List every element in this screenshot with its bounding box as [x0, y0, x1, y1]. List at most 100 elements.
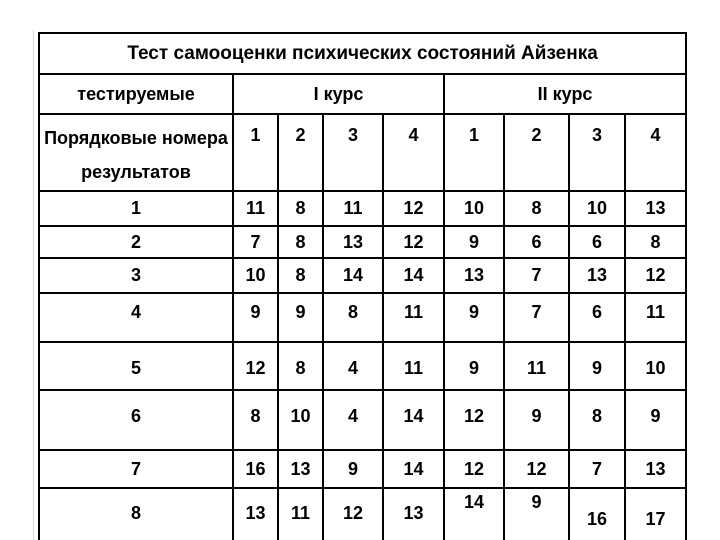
table-cell: 8	[277, 257, 324, 294]
table-cell: 7	[232, 225, 279, 259]
table-cell: 10	[568, 190, 626, 227]
table-cell: 8	[322, 292, 384, 343]
table-cell: 9	[443, 225, 505, 259]
table-cell: 13	[568, 257, 626, 294]
row-label: 2	[38, 225, 234, 259]
table-cell: 12	[623, 257, 688, 294]
title-row: Тест самооценки психических состояний Ай…	[37, 32, 688, 75]
eysenck-results-table: Тест самооценки психических состояний Ай…	[37, 32, 688, 540]
course2-col-4: 4	[623, 113, 688, 192]
table-cell: 13	[443, 257, 505, 294]
table-cell: 6	[503, 225, 570, 259]
table-cell: 11	[623, 292, 688, 343]
subheader-label-line1: Порядковые номера	[44, 128, 228, 148]
table-cell: 12	[322, 487, 384, 540]
table-cell: 11	[232, 190, 279, 227]
table-cell: 10	[232, 257, 279, 294]
table-cell: 13	[623, 190, 688, 227]
table-cell: 7	[503, 292, 570, 343]
table-cell: 10	[623, 341, 688, 391]
table-cell: 11	[277, 487, 324, 540]
table-row: 2 7 8 13 12 9 6 6 8	[38, 225, 688, 259]
table-cell: 8	[277, 341, 324, 391]
table-cell: 14	[382, 389, 445, 451]
table-cell: 9	[443, 292, 505, 343]
table-row: 7 16 13 9 14 12 12 7 13	[38, 449, 688, 489]
row-label: 7	[38, 449, 234, 489]
row-label: 3	[38, 257, 234, 294]
table-cell: 14	[382, 257, 445, 294]
table-cell: 13	[322, 225, 384, 259]
row-label: 5	[38, 341, 234, 391]
course1-col-3: 3	[322, 113, 384, 192]
table-cell: 6	[568, 225, 626, 259]
table-cell: 13	[277, 449, 324, 489]
table-cell: 12	[443, 449, 505, 489]
table-cell: 13	[623, 449, 688, 489]
table-body: 1 11 8 11 12 10 8 10 13 2 7 8 13 12 9 6 6 8 3 10 8 14 14 13 7 13 1…	[38, 190, 688, 540]
table-cell: 4	[322, 389, 384, 451]
table-cell: 9	[503, 389, 570, 451]
course1-col-1: 1	[232, 113, 279, 192]
table-cell: 8	[277, 190, 324, 227]
table-cell: 8	[232, 389, 279, 451]
course2-col-3: 3	[568, 113, 626, 192]
course1-col-2: 2	[277, 113, 324, 192]
table-cell: 6	[568, 292, 626, 343]
row-label: 6	[38, 389, 234, 451]
table-cell: 11	[503, 341, 570, 391]
table-cell: 9	[232, 292, 279, 343]
table-cell: 8	[503, 190, 570, 227]
table-cell: 8	[277, 225, 324, 259]
table-cell: 10	[443, 190, 505, 227]
table-cell: 9	[623, 389, 688, 451]
table-cell: 8	[623, 225, 688, 259]
subheader-row: Порядковые номера результатов 1 2 3 4 1 …	[38, 113, 688, 192]
table-cell: 12	[443, 389, 505, 451]
table-cell: 9	[568, 341, 626, 391]
table-cell: 17	[623, 487, 688, 540]
course2-col-2: 2	[503, 113, 570, 192]
table-cell: 7	[568, 449, 626, 489]
table-title: Тест самооценки психических состояний Ай…	[37, 32, 688, 75]
table-cell: 12	[382, 225, 445, 259]
table-cell: 8	[568, 389, 626, 451]
table-cell: 12	[503, 449, 570, 489]
table-row: 6 8 10 4 14 12 9 8 9	[38, 389, 688, 451]
course2-col-1: 1	[443, 113, 505, 192]
header-course1: I курс	[232, 73, 445, 115]
table-cell: 9	[443, 341, 505, 391]
table-cell: 10	[277, 389, 324, 451]
table-cell: 4	[322, 341, 384, 391]
row-label: 4	[38, 292, 234, 343]
row-label: 1	[38, 190, 234, 227]
table-row: 3 10 8 14 14 13 7 13 12	[38, 257, 688, 294]
table-cell: 12	[382, 190, 445, 227]
table-row: 5 12 8 4 11 9 11 9 10	[38, 341, 688, 391]
table-cell: 14	[382, 449, 445, 489]
header-tested: тестируемые	[38, 73, 234, 115]
table-cell: 16	[568, 487, 626, 540]
header-course2: II курс	[442, 73, 688, 115]
subheader-label-line2: результатов	[81, 162, 191, 182]
table-row: 1 11 8 11 12 10 8 10 13	[38, 190, 688, 227]
row-label: 8	[38, 487, 234, 540]
table-row: 4 9 9 8 11 9 7 6 11	[38, 292, 688, 343]
table-cell: 14	[322, 257, 384, 294]
table-cell: 12	[232, 341, 279, 391]
slide-edge-line	[33, 30, 34, 540]
table-cell: 16	[232, 449, 279, 489]
table-cell: 13	[382, 487, 445, 540]
subheader-label: Порядковые номера результатов	[38, 113, 234, 192]
table-cell: 7	[503, 257, 570, 294]
table-cell: 9	[322, 449, 384, 489]
table-cell: 11	[322, 190, 384, 227]
group-header-row: тестируемые I курс II курс	[38, 73, 688, 115]
table-cell: 13	[232, 487, 279, 540]
table-cell: 9	[277, 292, 324, 343]
table-row: 8 13 11 12 13 14 9 16 17	[38, 487, 688, 540]
table-cell: 11	[382, 341, 445, 391]
table-cell: 9	[503, 487, 570, 540]
course1-col-4: 4	[382, 113, 445, 192]
